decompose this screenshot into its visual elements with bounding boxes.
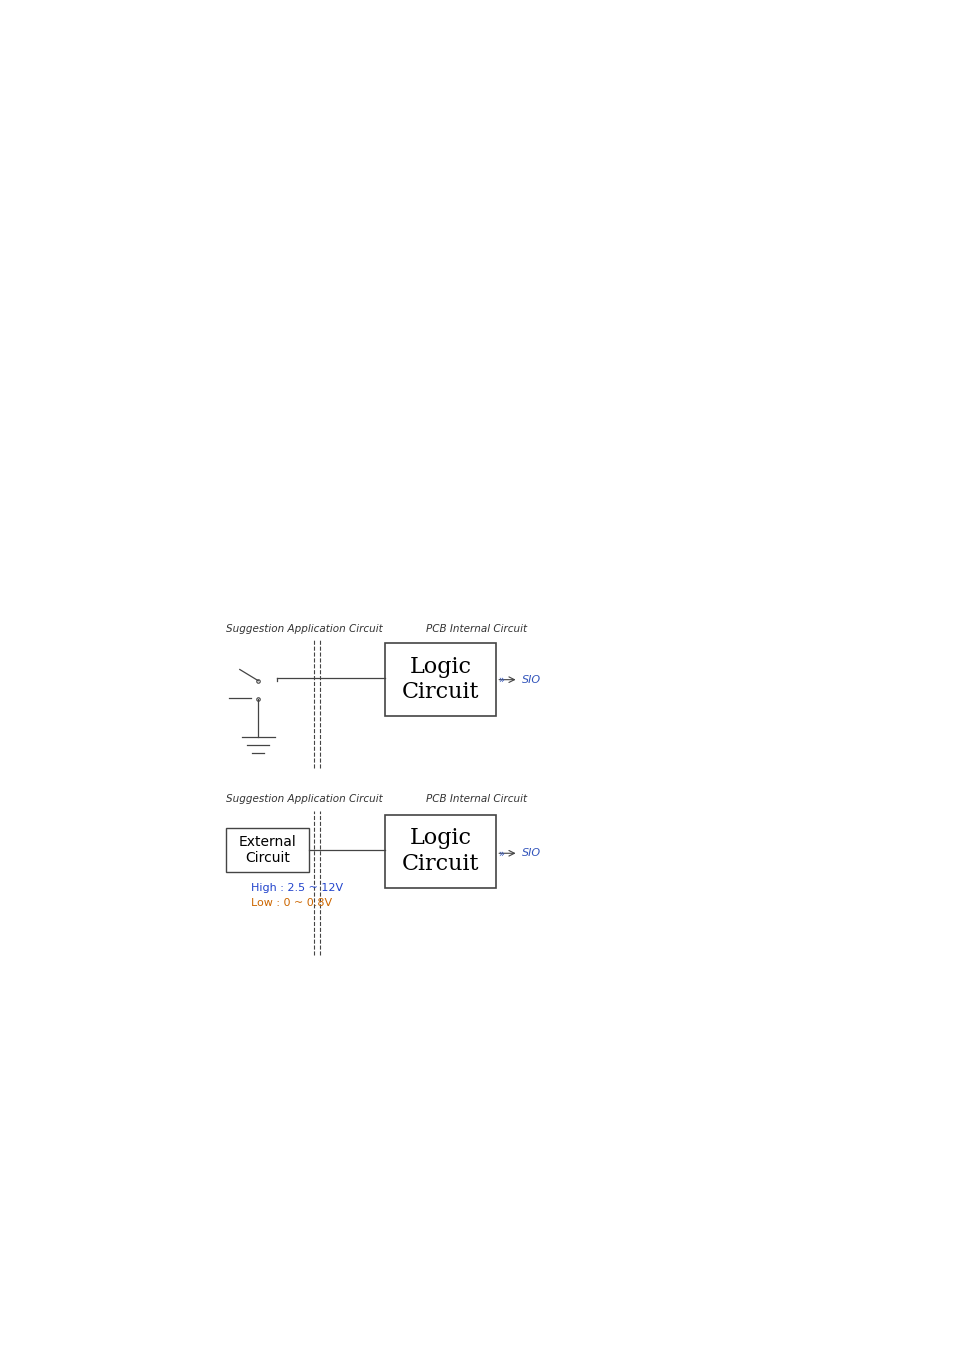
Bar [226,829,309,872]
Text: High : 2.5 ~ 12V: High : 2.5 ~ 12V [251,883,343,894]
Text: SIO: SIO [521,675,540,684]
Text: External
Circuit: External Circuit [239,836,296,865]
Text: Logic
Circuit: Logic Circuit [402,828,479,875]
Bar [385,644,496,716]
Text: Suggestion Application Circuit: Suggestion Application Circuit [226,794,383,805]
Text: »: » [498,848,504,859]
Text: PCB Internal Circuit: PCB Internal Circuit [426,794,527,805]
Text: Low : 0 ~ 0.8V: Low : 0 ~ 0.8V [251,898,332,909]
Text: PCB Internal Circuit: PCB Internal Circuit [426,624,527,634]
Text: Suggestion Application Circuit: Suggestion Application Circuit [226,624,383,634]
Text: Logic
Circuit: Logic Circuit [402,656,479,703]
Text: SIO: SIO [521,848,540,859]
Bar [385,815,496,887]
Text: »: » [498,675,504,684]
